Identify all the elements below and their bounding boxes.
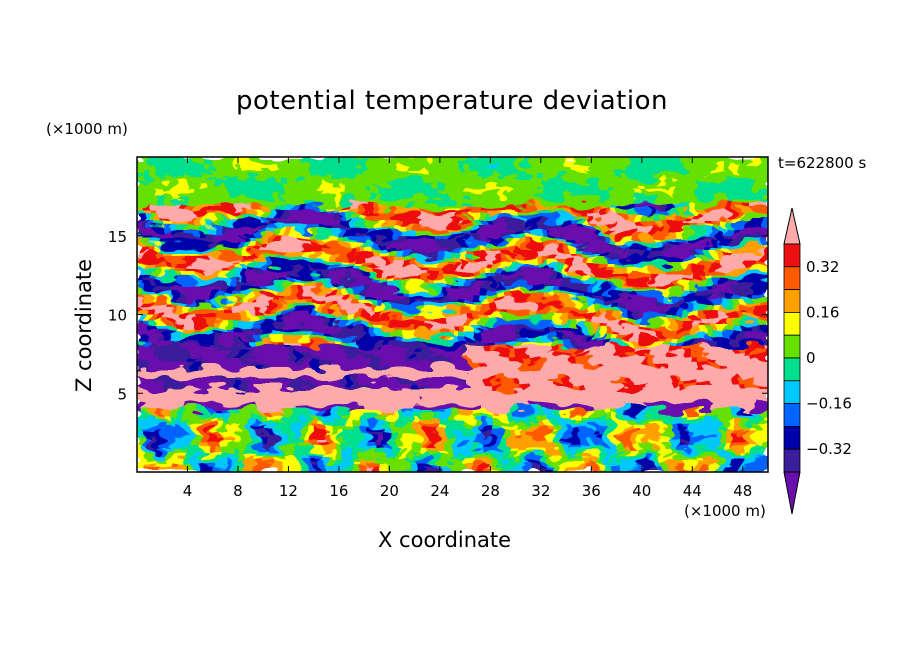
x-tick-label: 16 <box>329 482 348 500</box>
x-tick-label: 48 <box>733 482 752 500</box>
colorbar-box <box>783 289 801 313</box>
y-axis-label: Z coordinate <box>72 258 96 392</box>
contour-field <box>137 157 768 472</box>
x-tick-label: 44 <box>683 482 702 500</box>
x-tick-label: 24 <box>430 482 449 500</box>
x-unit-label: (×1000 m) <box>684 502 766 520</box>
x-tick-label: 20 <box>380 482 399 500</box>
y-axis-ticks: 5 10 15 <box>108 228 768 403</box>
colorbar: 0.32 0.16 0 −0.16 −0.32 <box>783 207 852 515</box>
colorbar-tick-label: 0.16 <box>806 303 839 321</box>
colorbar-extend-top <box>783 207 801 245</box>
colorbar-tick-label: 0.32 <box>806 258 839 276</box>
colorbar-tick-label: −0.32 <box>806 440 852 458</box>
x-tick-label: 36 <box>582 482 601 500</box>
x-tick-label: 8 <box>233 482 243 500</box>
y-tick-label: 10 <box>108 307 127 325</box>
chart-title: potential temperature deviation <box>236 86 668 116</box>
x-tick-label: 4 <box>183 482 193 500</box>
x-axis-label: X coordinate <box>378 528 512 552</box>
colorbar-box <box>783 357 801 382</box>
colorbar-box <box>783 403 801 427</box>
colorbar-box <box>783 448 801 473</box>
x-tick-label: 40 <box>632 482 651 500</box>
x-axis-ticks: 4 8 12 16 20 24 28 32 36 40 44 48 <box>183 157 752 500</box>
x-tick-label: 12 <box>279 482 298 500</box>
colorbar-tick-label: −0.16 <box>806 395 852 413</box>
y-tick-label: 5 <box>117 385 127 403</box>
colorbar-box <box>783 243 801 268</box>
colorbar-tick-label: 0 <box>806 349 816 367</box>
y-tick-label: 15 <box>108 228 127 246</box>
colorbar-box <box>783 266 801 290</box>
x-tick-label: 28 <box>481 482 500 500</box>
time-label: t=622800 s <box>778 154 867 172</box>
z-unit-label: (×1000 m) <box>46 120 128 138</box>
colorbar-box <box>783 425 801 450</box>
colorbar-box <box>783 334 801 359</box>
colorbar-box <box>783 380 801 404</box>
colorbar-extend-bottom <box>783 471 801 515</box>
contour-layer <box>137 157 768 472</box>
colorbar-box <box>783 311 801 336</box>
x-tick-label: 32 <box>531 482 550 500</box>
